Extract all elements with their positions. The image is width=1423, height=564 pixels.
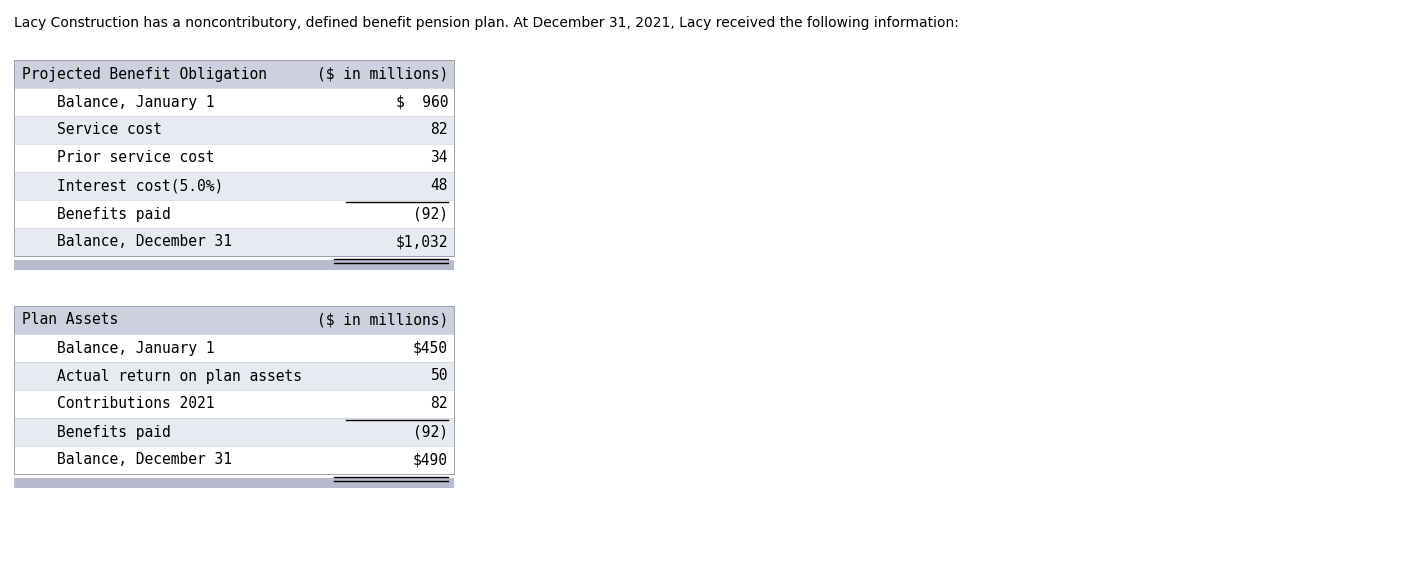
Bar (14, 172, 454, 200)
Text: (92): (92) (413, 425, 448, 439)
Bar (14, 478, 454, 488)
Text: Balance, December 31: Balance, December 31 (21, 452, 232, 468)
Bar (14, 200, 454, 228)
Bar (14, 60, 454, 88)
Text: 82: 82 (431, 122, 448, 138)
Bar (14, 418, 454, 446)
Bar (14, 144, 454, 172)
Text: Benefits paid: Benefits paid (21, 425, 171, 439)
Text: Lacy Construction has a noncontributory, defined benefit pension plan. At Decemb: Lacy Construction has a noncontributory,… (14, 16, 959, 30)
Text: ($ in millions): ($ in millions) (317, 312, 448, 328)
Bar (14, 334, 454, 362)
Bar (14, 390, 454, 418)
Bar (14, 446, 454, 474)
Text: 34: 34 (431, 151, 448, 165)
Text: (92): (92) (413, 206, 448, 222)
Text: $490: $490 (413, 452, 448, 468)
Text: Balance, December 31: Balance, December 31 (21, 235, 232, 249)
Bar (14, 306, 454, 334)
Text: 50: 50 (431, 368, 448, 384)
Text: $  960: $ 960 (396, 95, 448, 109)
Bar (14, 228, 454, 256)
Text: 82: 82 (431, 396, 448, 412)
Text: Actual return on plan assets: Actual return on plan assets (21, 368, 302, 384)
Text: Benefits paid: Benefits paid (21, 206, 171, 222)
Text: Service cost: Service cost (21, 122, 162, 138)
Text: $450: $450 (413, 341, 448, 355)
Text: Contributions 2021: Contributions 2021 (21, 396, 215, 412)
Text: ($ in millions): ($ in millions) (317, 67, 448, 82)
Text: Balance, January 1: Balance, January 1 (21, 341, 215, 355)
Text: 48: 48 (431, 178, 448, 193)
Text: Prior service cost: Prior service cost (21, 151, 215, 165)
Text: Plan Assets: Plan Assets (21, 312, 118, 328)
Bar (14, 260, 454, 270)
Text: $1,032: $1,032 (396, 235, 448, 249)
Text: Balance, January 1: Balance, January 1 (21, 95, 215, 109)
Bar (14, 362, 454, 390)
Bar (14, 88, 454, 116)
Text: Projected Benefit Obligation: Projected Benefit Obligation (21, 67, 268, 82)
Bar (14, 116, 454, 144)
Text: Interest cost(5.0%): Interest cost(5.0%) (21, 178, 223, 193)
